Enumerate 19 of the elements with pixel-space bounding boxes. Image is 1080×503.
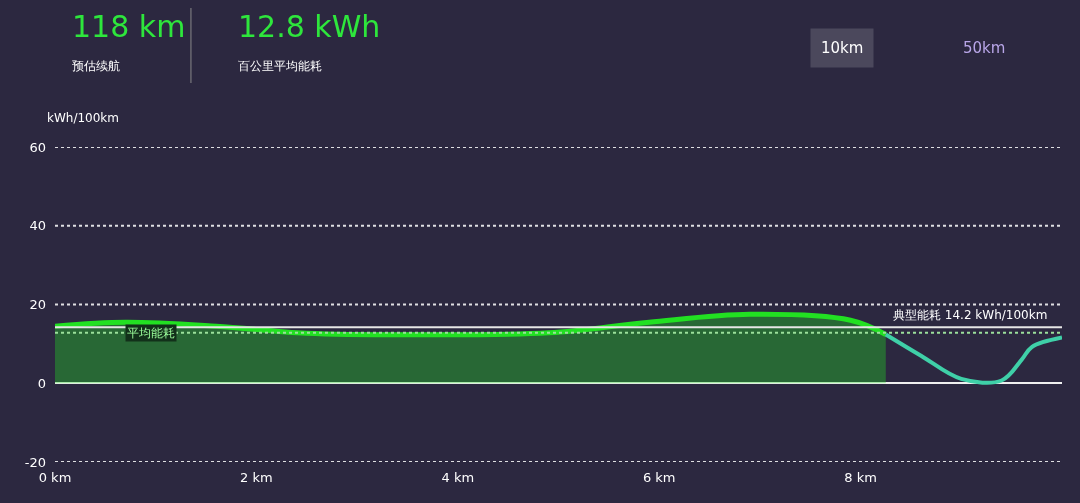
x-tick-label: 4 km	[441, 470, 475, 485]
y-axis-title: kWh/100km	[47, 111, 120, 125]
text: 50km	[963, 39, 1006, 57]
text: 预估续航	[72, 59, 120, 73]
text: 12.8 kWh	[238, 9, 381, 44]
x-tick-label: 2 km	[240, 470, 273, 485]
text: 10km	[821, 39, 864, 57]
ref-line-label: 平均能耗	[127, 326, 175, 340]
text: 118 km	[72, 9, 186, 44]
y-tick-label: 40	[29, 218, 46, 234]
x-tick-label: 0 km	[38, 470, 72, 485]
text: 百公里平均能耗	[238, 59, 322, 73]
y-tick-label: 0	[37, 375, 46, 391]
y-tick-label: -20	[24, 454, 46, 470]
ref-line-label: 典型能耗 14.2 kWh/100km	[893, 308, 1048, 322]
x-tick-label: 8 km	[844, 470, 877, 485]
y-tick-label: 20	[29, 297, 46, 313]
y-tick-label: 60	[29, 139, 46, 155]
x-tick-label: 6 km	[642, 470, 676, 485]
